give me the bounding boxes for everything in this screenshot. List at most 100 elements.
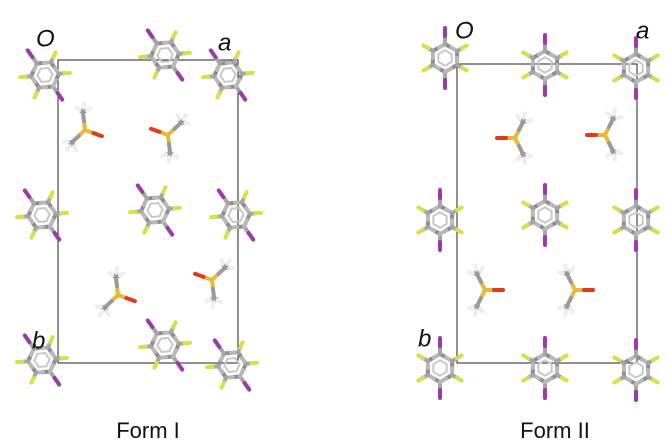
benzene-molecule	[418, 190, 461, 250]
bond	[238, 370, 245, 376]
bond	[245, 383, 250, 390]
bond	[17, 359, 22, 364]
bond	[523, 356, 528, 359]
bond	[172, 32, 177, 37]
axis-label: b	[32, 327, 45, 354]
bond	[469, 272, 473, 273]
ring-inner	[155, 335, 175, 355]
bond	[49, 192, 54, 197]
bond	[614, 156, 615, 161]
ring-inner	[629, 60, 642, 75]
bond	[653, 230, 658, 233]
bond	[242, 220, 249, 226]
bond	[527, 120, 531, 121]
bond	[219, 190, 224, 197]
dmso-molecule	[587, 110, 621, 160]
bond	[207, 364, 212, 369]
bond	[457, 356, 462, 359]
benzene-molecule	[523, 338, 566, 398]
bond	[562, 225, 567, 228]
dmso-molecule	[143, 105, 192, 164]
bond	[523, 53, 528, 56]
bond	[20, 74, 25, 79]
dmso-molecule	[61, 101, 110, 160]
bond	[171, 350, 178, 356]
bond	[617, 152, 621, 153]
bond	[148, 320, 153, 327]
bond	[25, 335, 30, 342]
caption: Form I	[116, 418, 180, 443]
bond	[30, 378, 35, 383]
bond	[614, 56, 619, 59]
ring-inner	[438, 50, 451, 65]
bond	[83, 103, 85, 108]
bond	[562, 356, 567, 359]
bond	[183, 115, 185, 120]
ring-inner	[155, 45, 175, 65]
bond	[227, 260, 229, 265]
bond	[562, 53, 567, 56]
ring-inner	[538, 57, 551, 72]
bond	[153, 73, 158, 78]
bond	[100, 311, 102, 316]
bond	[636, 381, 642, 385]
bond	[73, 146, 77, 150]
bond	[614, 358, 619, 361]
bond	[565, 311, 566, 316]
bond	[418, 356, 423, 359]
bond	[206, 299, 210, 303]
bond	[251, 361, 256, 366]
benzene-molecule	[614, 190, 657, 250]
bond	[49, 337, 54, 342]
bond	[570, 268, 573, 271]
dmso-molecule	[497, 113, 531, 163]
unit-cell	[457, 64, 637, 363]
ring-inner	[222, 355, 242, 375]
molecules	[7, 18, 658, 402]
benzene-molecule	[120, 173, 190, 247]
axis-label: a	[636, 17, 649, 44]
caption: Form II	[520, 418, 590, 443]
bond	[229, 267, 233, 269]
bond	[249, 233, 254, 240]
bond	[517, 116, 520, 119]
bond	[545, 76, 551, 80]
bond	[220, 383, 225, 388]
bond	[570, 309, 573, 312]
bond	[220, 260, 224, 264]
bond	[440, 379, 446, 383]
bond	[173, 155, 177, 157]
bond	[457, 208, 462, 211]
bond	[545, 379, 551, 383]
bond	[653, 208, 658, 211]
bond	[168, 228, 173, 235]
bond	[138, 185, 143, 192]
ring-inner	[433, 212, 446, 227]
bond	[475, 311, 476, 316]
figure: O a b Form I O a b Form II	[0, 0, 667, 444]
bond	[562, 203, 567, 206]
bond	[562, 378, 567, 381]
bond	[457, 230, 462, 233]
bond	[55, 233, 60, 240]
dmso-molecule	[94, 266, 143, 325]
bond	[120, 273, 124, 277]
bond	[653, 56, 658, 59]
bond	[614, 110, 615, 115]
bond	[176, 115, 180, 119]
bond	[212, 302, 214, 307]
bond	[97, 306, 101, 308]
bond	[523, 378, 528, 381]
benzene-molecule	[523, 185, 566, 245]
bond	[203, 74, 208, 79]
bond	[61, 356, 66, 361]
bond	[140, 54, 145, 59]
ring-inner	[218, 65, 238, 85]
bond	[217, 300, 221, 302]
bond	[255, 211, 260, 216]
bond	[545, 226, 551, 230]
bond	[87, 108, 91, 112]
bond	[174, 206, 179, 211]
bond	[423, 46, 428, 49]
bond	[475, 265, 476, 270]
